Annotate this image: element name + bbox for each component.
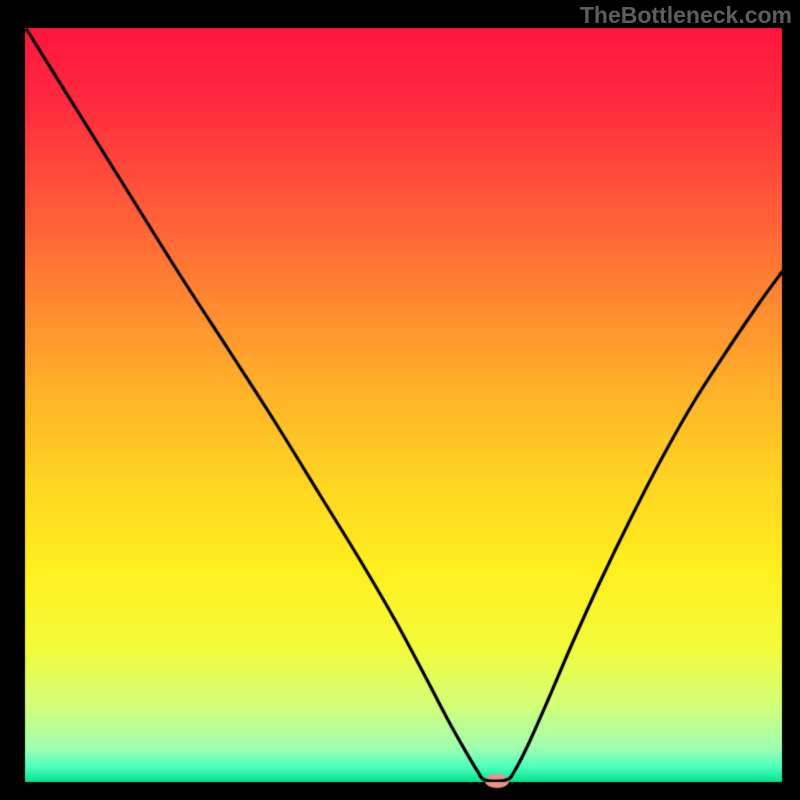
watermark-text: TheBottleneck.com (580, 2, 792, 29)
bottleneck-curve-chart (0, 0, 800, 800)
chart-container: TheBottleneck.com (0, 0, 800, 800)
